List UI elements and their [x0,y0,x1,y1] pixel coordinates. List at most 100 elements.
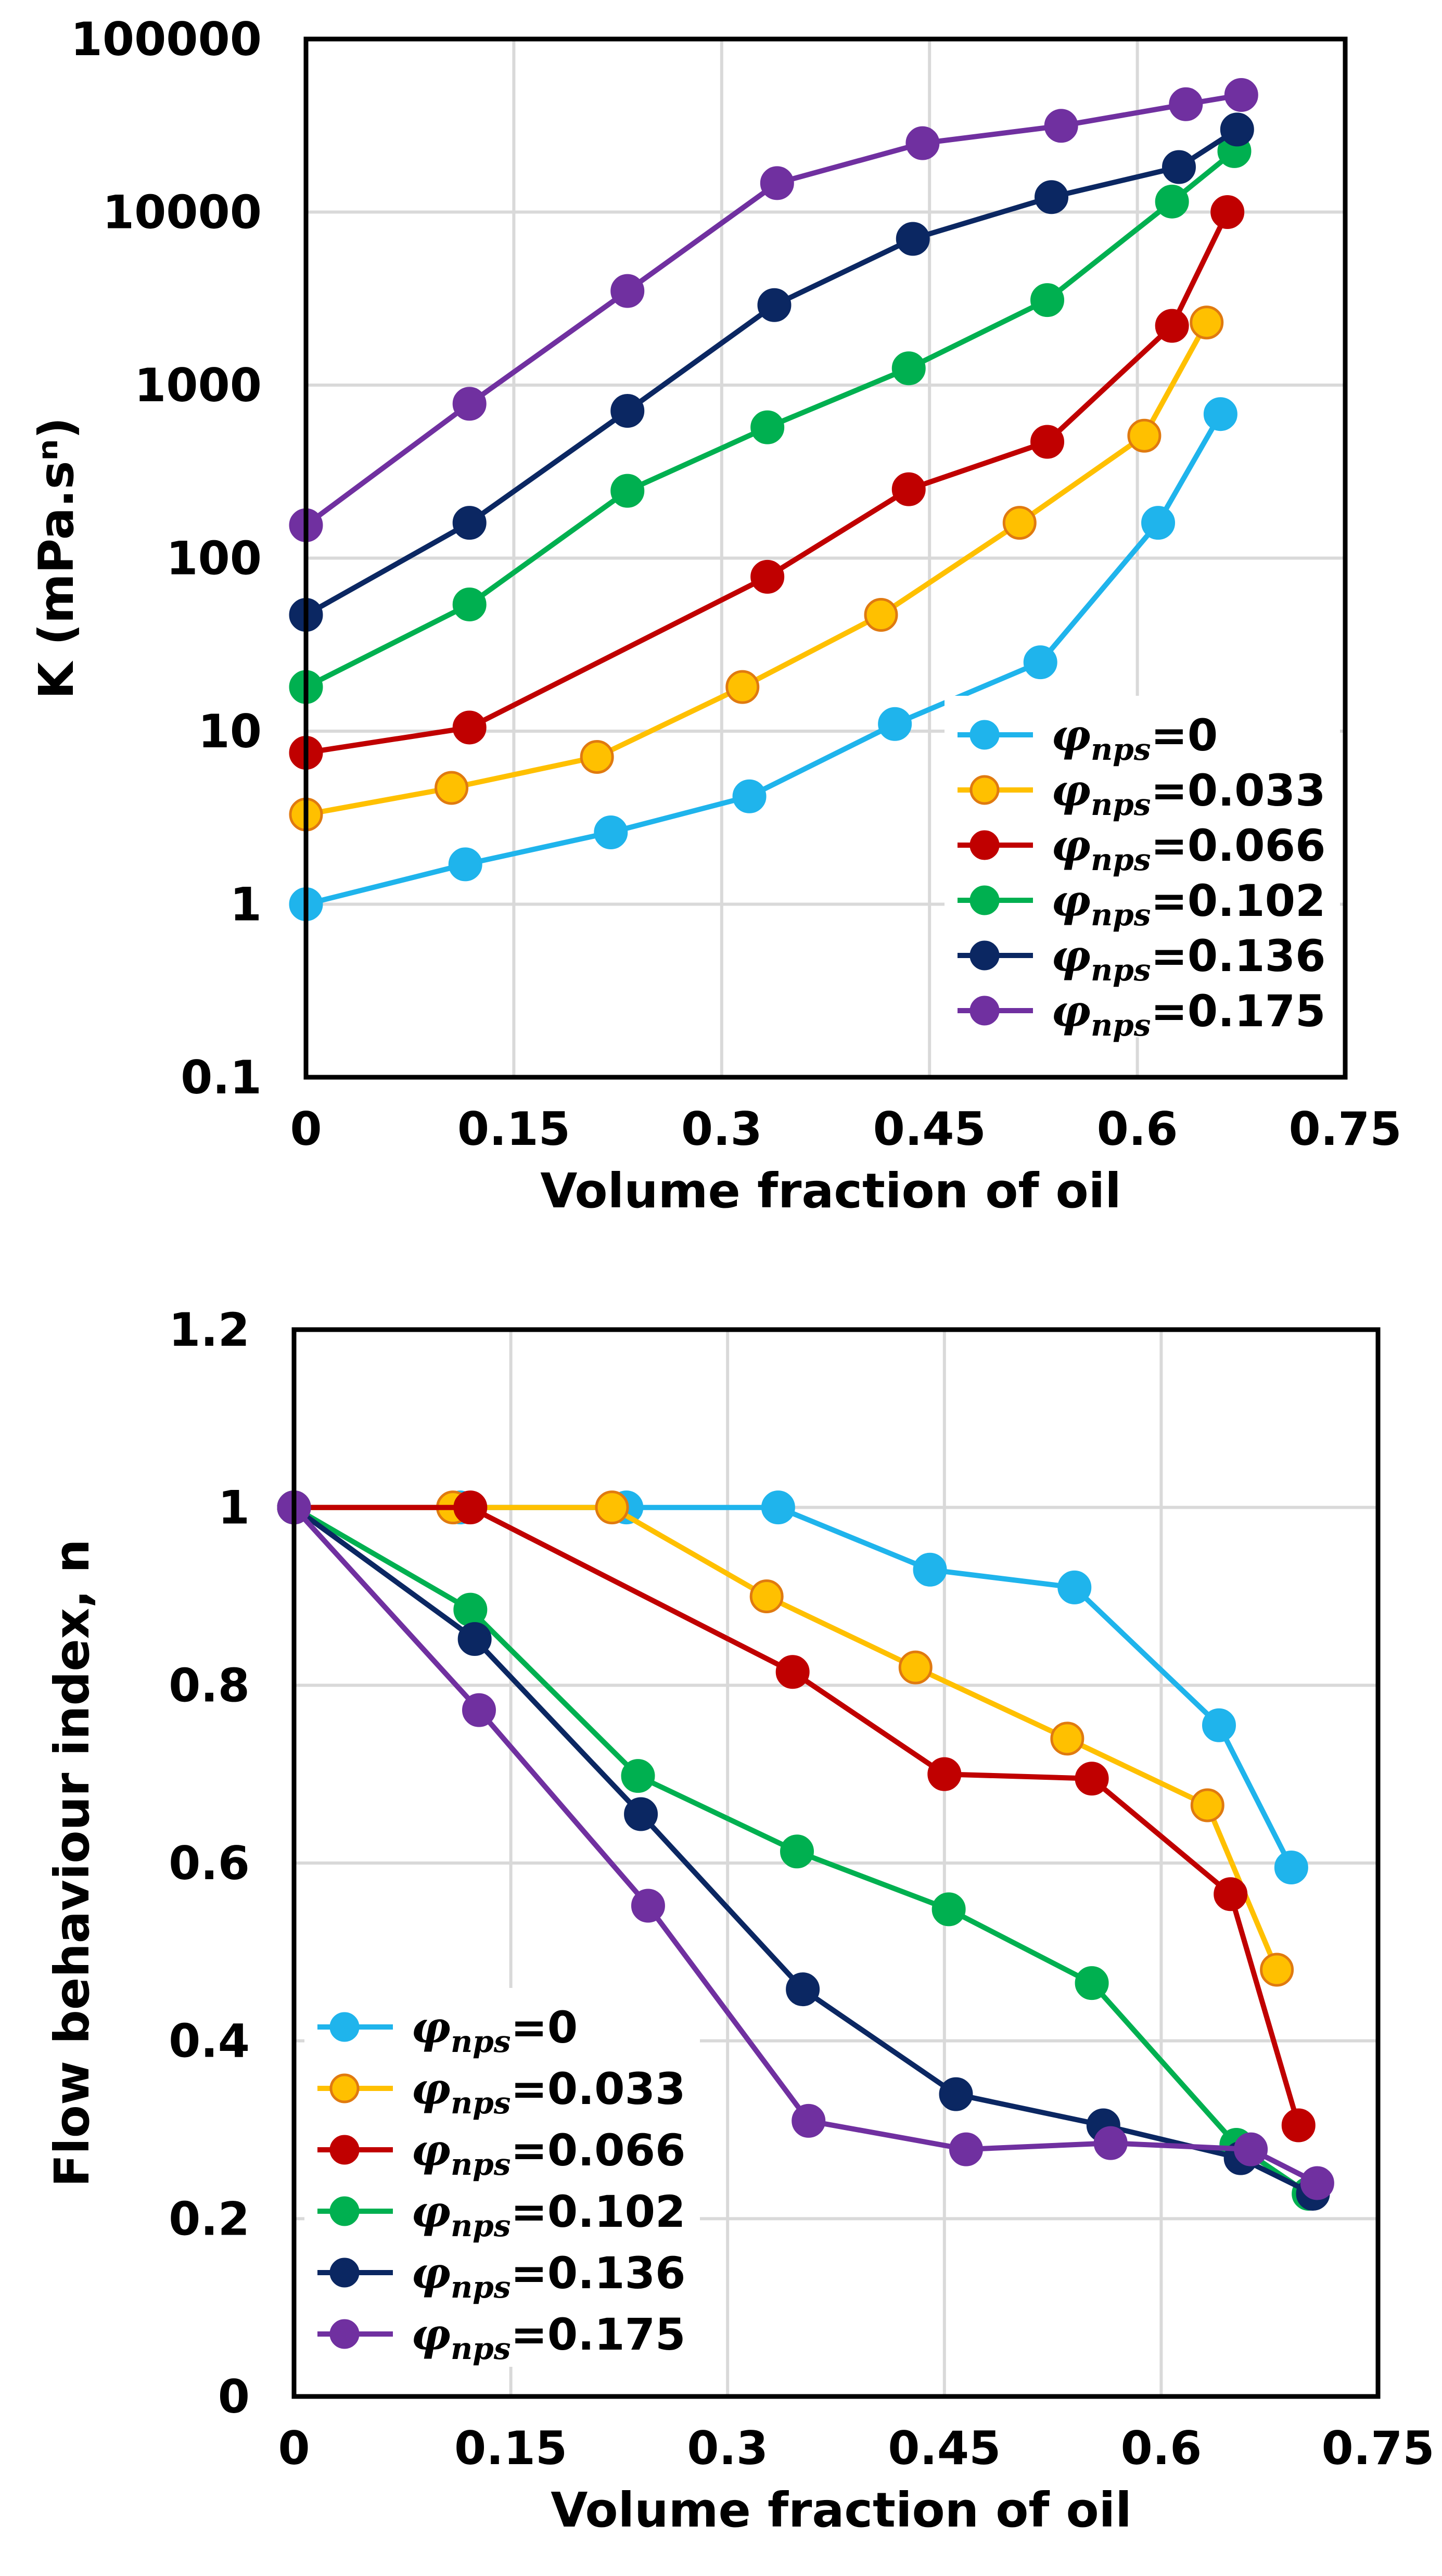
data-point [749,1579,784,1613]
data-point [927,1757,962,1791]
legend-marker [329,2012,360,2042]
data-point [435,771,469,805]
series-0.175 [277,1490,1334,2200]
data-point [1075,1762,1109,1796]
legend-label: φnps=0.102 [1051,875,1326,933]
data-point [761,1490,795,1525]
legend-label: φnps=0.066 [411,2124,686,2182]
x-tick-label: 0.45 [888,2421,1001,2475]
y-axis-label: K (mPa.sⁿ) [29,417,84,699]
data-point [896,222,930,256]
data-point [864,598,898,632]
data-point [1234,2132,1268,2166]
data-point [452,587,487,621]
data-point [1035,180,1069,214]
series-line [305,413,1223,907]
y-tick-label: 0 [218,2370,250,2424]
data-point [1281,2108,1316,2143]
data-point [757,288,792,322]
data-point [725,670,760,704]
data-point [1260,1953,1294,1987]
x-tick-label: 0 [278,2421,310,2475]
x-axis-label: Volume fraction of oil [551,2482,1132,2538]
legend-label: φnps=0 [411,2001,578,2059]
data-point [898,1650,933,1685]
series-0.066 [289,195,1245,770]
data-point [1155,309,1189,343]
data-point [760,166,794,200]
legend-marker [329,2319,360,2349]
series-0.102 [289,134,1252,704]
legend-marker [329,2258,360,2288]
data-point [1214,1877,1248,1911]
data-point [775,1655,810,1689]
series-line [292,1505,1315,2196]
legend-marker [329,2073,360,2103]
legend-item: φnps=0.033 [317,2063,686,2121]
series-0.175 [289,78,1258,542]
y-tick-label: 0.8 [169,1659,250,1712]
data-point [621,1759,655,1793]
data-point [878,707,912,741]
data-point [931,1892,966,1927]
data-point [1075,1966,1109,2000]
y-axis-label: Flow behaviour index, n [44,1539,100,2187]
data-point [1300,2166,1334,2200]
legend-background [945,696,1340,1037]
y-tick-label: 0.2 [169,2192,250,2246]
data-point [1093,2126,1128,2160]
x-tick-label: 0.15 [454,2421,567,2475]
data-point [594,815,628,850]
series-line [305,321,1209,818]
data-point [905,126,940,160]
data-point [1220,112,1254,147]
series-0.136 [289,112,1254,632]
y-tick-label: 100 [166,532,262,585]
data-point [1057,1570,1092,1604]
data-point [949,2132,983,2166]
y-tick-label: 10000 [103,186,262,239]
data-point [631,1889,665,1923]
series-0.033 [277,1490,1294,1987]
x-axis-label: Volume fraction of oil [540,1163,1121,1219]
series-line [304,127,1239,617]
legend-label: φnps=0.136 [1051,930,1326,988]
data-point [1210,195,1245,229]
data-point [1155,184,1189,219]
x-tick-label: 0.15 [457,1102,570,1156]
data-point [610,274,645,308]
data-point [1202,1708,1236,1742]
data-point [891,472,926,506]
data-point [448,847,482,882]
plot-frame [291,1327,1381,2399]
legend-marker [329,2135,360,2165]
y-tick-label: 1 [218,1481,250,1535]
data-point [462,1693,496,1727]
legend-background [304,1988,700,2367]
x-tick-label: 0.45 [873,1102,986,1156]
y-tick-label: 0.6 [169,1837,250,1890]
data-point [750,410,785,444]
legend-item: φnps=0.066 [317,2124,686,2182]
y-tick-label: 0.1 [181,1051,262,1104]
data-point [1030,283,1065,317]
x-tick-label: 0.75 [1321,2421,1434,2475]
data-point [452,506,487,540]
data-point [939,2077,973,2111]
legend-marker [969,775,1000,805]
data-point [732,779,767,813]
legend-item: φnps=0.033 [958,764,1326,822]
data-point [1190,1788,1224,1822]
legend-label: φnps=0.102 [411,2186,686,2243]
series-line [304,92,1242,528]
data-point [792,2103,826,2138]
series-line [294,1504,1280,1971]
legend-label: φnps=0.033 [1051,764,1326,822]
legend-label: φnps=0.175 [411,2309,686,2366]
legend-item: φnps=0 [958,709,1218,767]
series-line [292,1506,1319,2186]
legend-item: φnps=0.102 [958,875,1326,933]
legend-label: φnps=0.066 [1051,820,1326,877]
